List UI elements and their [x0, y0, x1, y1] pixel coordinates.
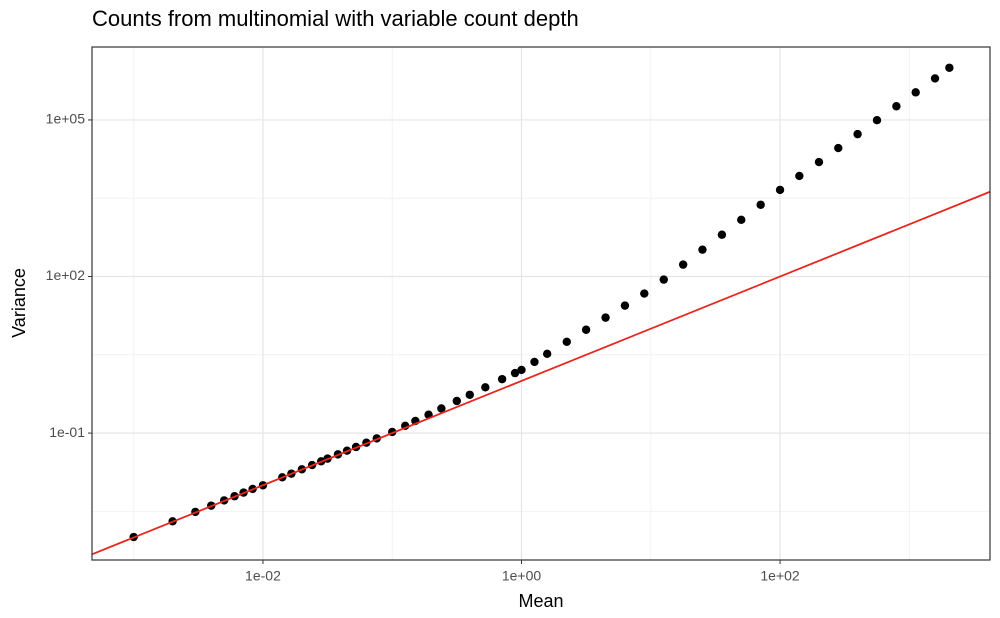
point — [542, 349, 552, 359]
point — [834, 143, 843, 153]
point — [640, 289, 649, 298]
point — [717, 230, 727, 239]
x-axis-title: Mean — [518, 591, 563, 611]
point — [620, 301, 630, 310]
point — [659, 275, 668, 284]
reference-line — [92, 190, 990, 556]
y-tick-label: 1e+02 — [46, 267, 86, 283]
point — [437, 404, 446, 413]
point — [510, 368, 520, 378]
y-tick-label: 1e-01 — [49, 424, 85, 440]
point — [911, 88, 920, 97]
point — [775, 185, 785, 195]
point — [814, 157, 824, 167]
point — [698, 245, 707, 254]
y-axis-title: Variance — [9, 268, 29, 338]
point — [497, 374, 507, 384]
x-tick-label: 1e+00 — [502, 568, 542, 584]
point — [892, 102, 901, 111]
point — [853, 129, 862, 139]
point — [581, 325, 591, 334]
panel-border — [91, 46, 991, 561]
point — [795, 171, 804, 181]
x-tick-label: 1e-02 — [245, 568, 281, 584]
point — [756, 200, 765, 209]
chart-title: Counts from multinomial with variable co… — [92, 6, 579, 31]
point — [517, 365, 526, 375]
point — [930, 74, 940, 83]
point — [481, 383, 490, 392]
point — [945, 63, 954, 72]
point — [737, 215, 746, 225]
plot-area — [92, 63, 990, 556]
point — [601, 313, 610, 322]
point — [465, 390, 474, 399]
grid — [92, 47, 990, 560]
point — [678, 260, 688, 269]
y-tick-label: 1e+05 — [46, 111, 86, 127]
point — [452, 396, 462, 406]
panel — [92, 47, 990, 560]
point — [872, 116, 882, 125]
point — [562, 337, 571, 347]
x-tick-label: 1e+02 — [760, 568, 800, 584]
point — [530, 357, 539, 367]
